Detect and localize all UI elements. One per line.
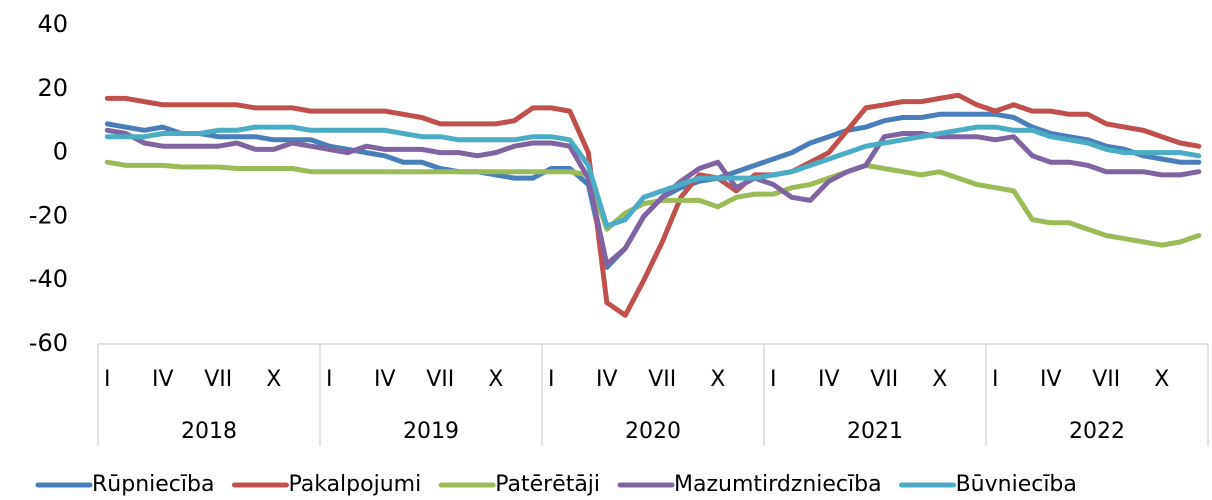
line-series [104, 124, 1202, 229]
line-series [104, 127, 1202, 267]
x-tick-label: X [488, 367, 503, 392]
x-tick-label: I [326, 367, 333, 392]
y-tick-label: 20 [37, 74, 68, 102]
y-tick-label: -20 [29, 201, 68, 229]
x-tick-label: X [932, 367, 947, 392]
x-tick-label: X [1154, 367, 1169, 392]
x-tick-label: X [266, 367, 281, 392]
legend-label: Rūpniecība [92, 472, 214, 496]
x-tick-label: I [770, 367, 777, 392]
y-tick-label: -40 [29, 265, 68, 293]
x-tick-label: VII [870, 367, 898, 392]
y-tick-label: 0 [53, 138, 68, 166]
legend-label: Būvniecība [956, 472, 1077, 496]
x-tick-label: VII [648, 367, 676, 392]
x-tick-label: VII [204, 367, 232, 392]
x-tick-label: I [104, 367, 111, 392]
legend-label: Pakalpojumi [288, 472, 421, 496]
x-tick-label: IV [374, 367, 396, 392]
x-group-label: 2020 [625, 419, 681, 444]
y-tick-label: -60 [29, 329, 68, 357]
x-tick-label: VII [426, 367, 454, 392]
x-tick-label: IV [596, 367, 618, 392]
x-tick-label: IV [152, 367, 174, 392]
x-tick-label: IV [818, 367, 840, 392]
x-group-label: 2018 [181, 419, 237, 444]
line-series [104, 92, 1202, 318]
x-tick-label: X [710, 367, 725, 392]
x-tick-label: IV [1040, 367, 1062, 392]
y-tick-label: 40 [37, 10, 68, 38]
x-group-label: 2019 [403, 419, 459, 444]
x-group-label: 2021 [847, 419, 903, 444]
x-tick-label: I [992, 367, 999, 392]
line-series [104, 111, 1202, 270]
x-tick-label: I [548, 367, 555, 392]
legend-label: Patērētāji [495, 472, 600, 496]
x-tick-label: VII [1092, 367, 1120, 392]
x-group-label: 2022 [1069, 419, 1125, 444]
legend-label: Mazumtirdzniecība [674, 472, 882, 496]
line-series [104, 159, 1202, 248]
